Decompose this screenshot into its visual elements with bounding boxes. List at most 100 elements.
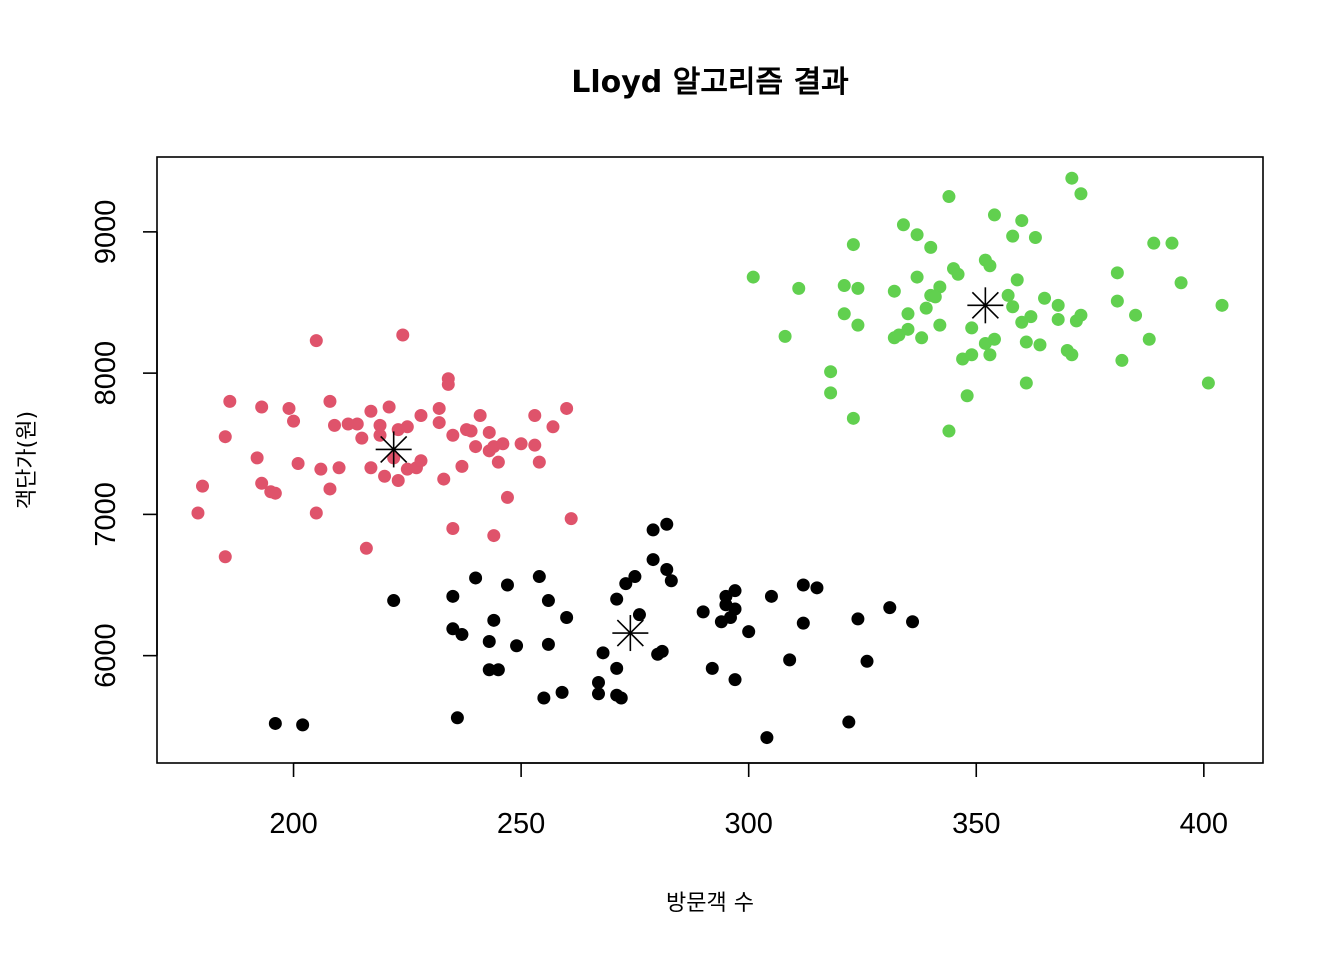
x-axis-label: 방문객 수 — [666, 891, 754, 916]
data-point — [546, 420, 560, 434]
data-point — [1010, 273, 1024, 287]
data-point — [332, 461, 346, 475]
data-point — [846, 238, 860, 252]
data-point — [942, 424, 956, 438]
data-point — [728, 602, 742, 616]
data-point — [610, 661, 624, 675]
data-point — [910, 228, 924, 242]
data-point — [564, 512, 578, 526]
data-point — [924, 240, 938, 254]
data-point — [1006, 300, 1020, 314]
data-point — [532, 570, 546, 584]
data-point — [482, 635, 496, 649]
data-point — [287, 414, 301, 428]
data-point — [328, 418, 342, 432]
data-point — [842, 715, 856, 729]
data-point — [760, 731, 774, 745]
data-point — [655, 644, 669, 658]
data-point — [487, 613, 501, 627]
data-point — [482, 425, 496, 439]
data-point — [455, 459, 469, 473]
data-point — [391, 473, 405, 487]
data-point — [400, 420, 414, 434]
data-point — [1215, 298, 1229, 312]
data-point — [382, 400, 396, 414]
data-point — [810, 581, 824, 595]
data-point — [373, 418, 387, 432]
data-point — [614, 691, 628, 705]
data-point — [1165, 236, 1179, 250]
data-point — [496, 437, 510, 451]
data-point — [778, 329, 792, 343]
centroid-marker — [375, 431, 412, 468]
data-point — [965, 321, 979, 335]
data-point — [910, 270, 924, 284]
data-point — [1129, 308, 1143, 322]
data-point — [1051, 312, 1065, 326]
data-point — [250, 451, 264, 465]
data-point — [901, 307, 915, 321]
y-tick-label: 6000 — [90, 623, 122, 688]
data-point — [359, 541, 373, 555]
data-point — [323, 482, 337, 496]
data-point — [1001, 288, 1015, 302]
data-point — [218, 430, 232, 444]
data-point — [196, 479, 210, 493]
data-point — [1015, 214, 1029, 228]
data-point — [482, 663, 496, 677]
data-point — [491, 663, 505, 677]
data-point — [296, 718, 310, 732]
data-point — [191, 506, 205, 520]
data-point — [528, 438, 542, 452]
data-point — [528, 409, 542, 423]
data-point — [341, 417, 355, 431]
data-point — [537, 691, 551, 705]
data-point — [933, 318, 947, 332]
x-axis: 200 250 300 350 400 — [269, 762, 1228, 840]
x-tick-label: 200 — [269, 808, 317, 840]
data-point — [596, 646, 610, 660]
data-point — [792, 281, 806, 295]
data-point — [896, 218, 910, 232]
data-point — [432, 401, 446, 415]
data-point — [473, 409, 487, 423]
data-point — [437, 472, 451, 486]
data-point — [906, 615, 920, 629]
data-point — [414, 454, 428, 468]
data-point — [1115, 353, 1129, 367]
data-point — [350, 417, 364, 431]
data-point — [983, 348, 997, 362]
y-tick-label: 9000 — [90, 200, 122, 265]
data-point — [560, 611, 574, 625]
data-point — [660, 517, 674, 531]
data-point — [268, 486, 282, 500]
data-point — [742, 625, 756, 639]
data-point — [441, 377, 455, 391]
x-tick-label: 350 — [952, 808, 1000, 840]
data-point — [223, 394, 237, 408]
data-point — [1074, 308, 1088, 322]
data-point — [987, 332, 1001, 346]
data-point — [309, 334, 323, 348]
data-point — [837, 307, 851, 321]
data-point — [469, 571, 483, 585]
data-point — [500, 490, 514, 504]
data-point — [1065, 171, 1079, 185]
data-point — [960, 389, 974, 403]
data-point — [764, 589, 778, 603]
data-point — [942, 190, 956, 204]
data-point — [915, 331, 929, 345]
data-point — [1110, 294, 1124, 308]
data-point — [282, 401, 296, 415]
data-point — [1006, 229, 1020, 243]
centroid-marker — [967, 287, 1004, 324]
data-point — [1033, 338, 1047, 352]
data-point — [705, 661, 719, 675]
data-point — [218, 550, 232, 564]
data-point — [364, 404, 378, 418]
data-point — [860, 654, 874, 668]
data-point — [951, 267, 965, 281]
data-point — [491, 455, 505, 469]
data-point — [1201, 376, 1215, 390]
data-point — [414, 409, 428, 423]
